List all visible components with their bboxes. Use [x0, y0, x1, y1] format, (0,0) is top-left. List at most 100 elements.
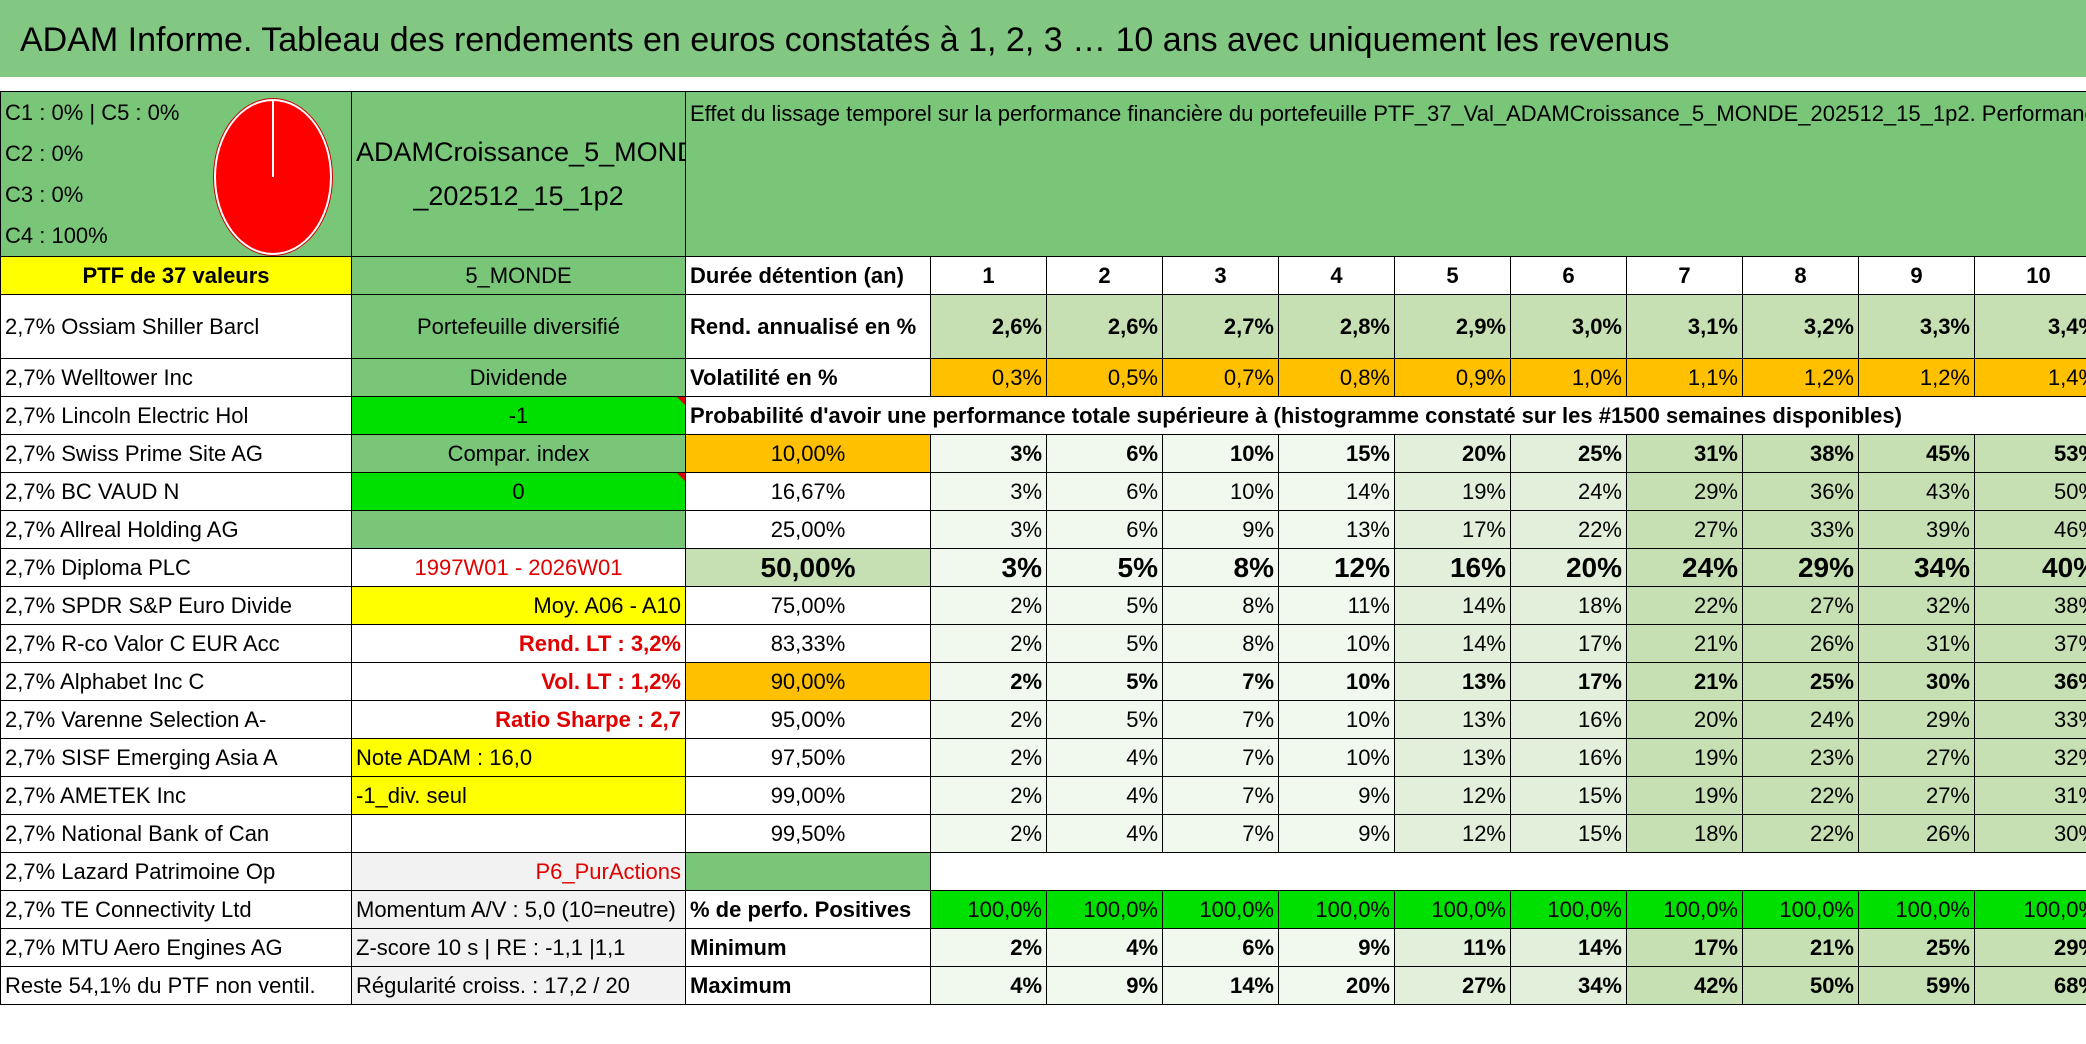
prob-value: 5% [1046, 662, 1163, 701]
year-header: 3 [1162, 256, 1279, 295]
holding-name: 2,7% MTU Aero Engines AG [0, 928, 352, 967]
pos-value: 100,0% [1046, 890, 1163, 929]
prob-value: 20% [1394, 434, 1511, 473]
prob-value: 30% [1973, 814, 2086, 853]
max-value: 9% [1046, 966, 1163, 1005]
prob-value: 38% [1742, 434, 1859, 473]
rend-value: 3,2% [1742, 294, 1859, 359]
prob-value: 27% [1742, 586, 1859, 625]
side-info: Vol. LT : 1,2% [351, 662, 686, 701]
table-row: 2,7% TE Connectivity Ltd Momentum A/V : 5… [0, 890, 2086, 929]
table-row: 2,7% Diploma PLC 1997W01 - 2026W01 50,00% 3… [0, 548, 2086, 587]
prob-value: 24% [1626, 548, 1743, 587]
table-row: C1 : 0% | C5 : 0% C2 : 0% C3 : 0% C4 : 100%… [0, 91, 2086, 257]
max-value: 20% [1278, 966, 1395, 1005]
page-title: ADAM Informe. Tableau des rendements en … [20, 21, 1670, 59]
separator [0, 81, 2086, 91]
description: Effet du lissage temporel sur la perform… [684, 91, 2086, 257]
side-info [351, 814, 686, 853]
table-row: 2,7% AMETEK Inc -1_div. seul 99,00% 2% 4% 7% 9… [0, 776, 2086, 815]
prob-value: 17% [1394, 510, 1511, 549]
prob-value: 9% [1162, 510, 1279, 549]
vol-value: 1,0% [1510, 358, 1627, 397]
prob-value: 7% [1162, 700, 1279, 739]
table-row: 2,7% BC VAUD N 0 16,67% 3% 6% 10% 14% 19% 24% 29%… [0, 472, 2086, 511]
prob-value: 3% [930, 434, 1047, 473]
prob-value: 3% [930, 548, 1047, 587]
portfolio-name: ADAMCroissance_5_MONDE _202512_15_1p2 [351, 91, 686, 257]
min-value: 4% [1046, 928, 1163, 967]
prob-value: 2% [930, 662, 1047, 701]
min-value: 9% [1278, 928, 1395, 967]
side-info: P6_PurActions [351, 852, 686, 891]
prob-value: 2% [930, 776, 1047, 815]
prob-value: 3% [930, 472, 1047, 511]
quantile-label: 83,33% [685, 624, 931, 663]
vol-value: 0,3% [930, 358, 1047, 397]
prob-value: 7% [1162, 738, 1279, 777]
rend-value: 3,3% [1858, 294, 1975, 359]
prob-value: 29% [1858, 700, 1975, 739]
holding-name: 2,7% AMETEK Inc [0, 776, 352, 815]
holding-name: 2,7% BC VAUD N [0, 472, 352, 511]
side-info: Moy. A06 - A10 [351, 586, 686, 625]
prob-value: 18% [1510, 586, 1627, 625]
prob-value: 7% [1162, 662, 1279, 701]
prob-value: 17% [1510, 624, 1627, 663]
table-row: 2,7% Ossiam Shiller Barcl Portefeuille di… [0, 294, 2086, 359]
table-row: 2,7% MTU Aero Engines AG Z-score 10 s | R… [0, 928, 2086, 967]
prob-value: 12% [1394, 776, 1511, 815]
prob-value: 15% [1510, 776, 1627, 815]
prob-value: 5% [1046, 548, 1163, 587]
table-row: Reste 54,1% du PTF non ventil. Régularité… [0, 966, 2086, 1005]
pie-legend-cell: C1 : 0% | C5 : 0% C2 : 0% C3 : 0% C4 : 100% [0, 91, 352, 257]
prob-value: 4% [1046, 814, 1163, 853]
side-info: Portefeuille diversifié [351, 294, 686, 359]
prob-value: 2% [930, 814, 1047, 853]
prob-value: 5% [1046, 586, 1163, 625]
prob-value: 29% [1742, 548, 1859, 587]
vol-value: 0,5% [1046, 358, 1163, 397]
pos-value: 100,0% [1162, 890, 1279, 929]
prob-value: 37% [1973, 624, 2086, 663]
holding-name: 2,7% SISF Emerging Asia A [0, 738, 352, 777]
prob-value: 7% [1162, 776, 1279, 815]
prob-value: 22% [1626, 586, 1743, 625]
prob-value: 46% [1973, 510, 2086, 549]
prob-value: 21% [1626, 624, 1743, 663]
min-value: 21% [1742, 928, 1859, 967]
prob-value: 32% [1858, 586, 1975, 625]
max-value: 50% [1742, 966, 1859, 1005]
prob-value: 2% [930, 586, 1047, 625]
quantile-label: 16,67% [685, 472, 931, 511]
pie-slice-divider [272, 101, 274, 177]
rend-value: 2,8% [1278, 294, 1395, 359]
holding-name: 2,7% SPDR S&P Euro Divide [0, 586, 352, 625]
vol-value: 0,8% [1278, 358, 1395, 397]
prob-value: 14% [1394, 586, 1511, 625]
holding-name: 2,7% R-co Valor C EUR Acc [0, 624, 352, 663]
prob-value: 23% [1742, 738, 1859, 777]
quantile-label: 95,00% [685, 700, 931, 739]
prob-value: 7% [1162, 814, 1279, 853]
vol-value: 1,1% [1626, 358, 1743, 397]
prob-value: 18% [1626, 814, 1743, 853]
vol-value: 1,2% [1858, 358, 1975, 397]
prob-value: 10% [1162, 472, 1279, 511]
pos-value: 100,0% [1742, 890, 1859, 929]
max-value: 14% [1162, 966, 1279, 1005]
side-info: 1997W01 - 2026W01 [351, 548, 686, 587]
table-row: 2,7% Lincoln Electric Hol -1 Probabilité d… [0, 396, 2086, 435]
prob-value: 20% [1510, 548, 1627, 587]
side-info: Note ADAM : 16,0 [351, 738, 686, 777]
prob-value: 27% [1858, 738, 1975, 777]
side-info: Rend. LT : 3,2% [351, 624, 686, 663]
side-info: -1 [351, 396, 686, 435]
vol-label: Volatilité en % [685, 358, 931, 397]
prob-value: 10% [1278, 738, 1395, 777]
rend-value: 2,7% [1162, 294, 1279, 359]
prob-value: 10% [1162, 434, 1279, 473]
year-header: 8 [1742, 256, 1859, 295]
prob-value: 6% [1046, 472, 1163, 511]
max-label: Maximum [685, 966, 931, 1005]
